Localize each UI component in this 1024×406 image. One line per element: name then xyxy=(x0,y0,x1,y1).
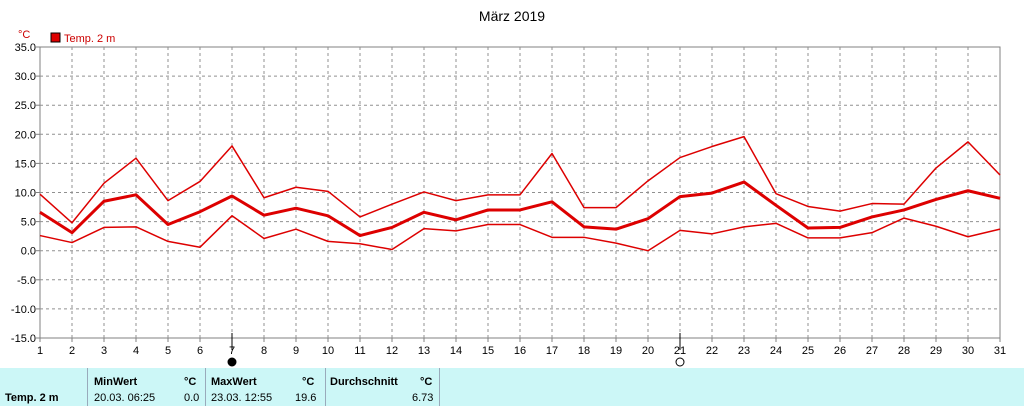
avg-value-cell: Durchschnitt °C 6.73 xyxy=(326,368,440,406)
avg-label: Durchschnitt xyxy=(330,376,398,388)
x-tick-label: 20 xyxy=(642,345,654,357)
x-tick-label: 7 xyxy=(229,345,235,357)
series-group xyxy=(39,135,1001,252)
min-label: MinWert xyxy=(94,376,138,388)
max-value-cell: MaxWert °C 23.03. 12:55 19.6 xyxy=(206,368,326,406)
x-tick-label: 21 xyxy=(674,345,686,357)
series-line-max xyxy=(39,135,1001,224)
temperature-chart: 35.0 30.0 25.0 20.0 15.0 10.0 5.0 0.0 -5.0 -10.0 -… xyxy=(11,8,1006,367)
x-tick-label: 29 xyxy=(930,345,942,357)
max-value: 19.6 xyxy=(295,392,317,404)
y-tick-label: 5.0 xyxy=(21,217,36,229)
stats-row-label-cell: Temp. 2 m xyxy=(0,368,88,406)
x-tick-label: 9 xyxy=(293,345,299,357)
x-tick-label: 11 xyxy=(354,345,365,357)
avg-unit: °C xyxy=(420,376,433,388)
x-tick-label: 4 xyxy=(133,345,139,357)
min-value: 0.0 xyxy=(184,392,200,404)
avg-value: 6.73 xyxy=(412,392,434,404)
y-tick-label: 0.0 xyxy=(21,246,36,258)
y-tick-label: -15.0 xyxy=(11,333,36,345)
max-datetime: 23.03. 12:55 xyxy=(211,392,273,404)
stats-row-label: Temp. 2 m xyxy=(5,392,59,404)
new-moon-icon xyxy=(227,357,237,367)
x-tick-label: 23 xyxy=(738,345,750,357)
min-value-cell: MinWert °C 20.03. 06:25 0.0 xyxy=(88,368,206,406)
chart-title: März 2019 xyxy=(479,8,545,24)
x-tick-label: 3 xyxy=(101,345,107,357)
x-tick-label: 8 xyxy=(261,345,267,357)
x-tick-label: 14 xyxy=(450,345,462,357)
x-tick-label: 27 xyxy=(866,345,878,357)
statistics-bar: Temp. 2 m MinWert °C 20.03. 06:25 0.0 Ma… xyxy=(0,368,1024,406)
legend-swatch xyxy=(50,32,61,43)
x-tick-label: 17 xyxy=(546,345,558,357)
y-tick-labels: 35.0 30.0 25.0 20.0 15.0 10.0 5.0 0.0 -5.0 -10.0 -… xyxy=(11,42,40,345)
max-label: MaxWert xyxy=(211,376,257,388)
grid xyxy=(40,47,1000,338)
x-tick-label: 15 xyxy=(482,345,494,357)
moon-markers xyxy=(227,333,685,367)
x-tick-labels: 1 2 3 4 5 6 7 8 9 10 11 12 13 14 15 16 17 18 19 20 21 22 23 24 2… xyxy=(37,338,1006,357)
y-tick-label: -5.0 xyxy=(17,275,36,287)
x-tick-label: 24 xyxy=(770,345,782,357)
x-tick-label: 1 xyxy=(37,345,43,357)
y-tick-label: -10.0 xyxy=(11,304,36,316)
min-datetime: 20.03. 06:25 xyxy=(94,392,156,404)
x-tick-label: 12 xyxy=(386,345,398,357)
y-tick-label: 35.0 xyxy=(15,42,36,54)
x-tick-label: 18 xyxy=(578,345,590,357)
legend-label: Temp. 2 m xyxy=(64,33,115,45)
x-tick-label: 25 xyxy=(802,345,814,357)
x-tick-label: 30 xyxy=(962,345,974,357)
y-tick-label: 15.0 xyxy=(15,158,36,170)
x-tick-label: 10 xyxy=(322,345,334,357)
x-tick-label: 19 xyxy=(610,345,622,357)
series-line-mean xyxy=(39,180,1001,238)
x-tick-label: 13 xyxy=(418,345,430,357)
y-tick-label: 10.0 xyxy=(15,188,36,200)
x-tick-label: 31 xyxy=(994,345,1006,357)
y-tick-label: 25.0 xyxy=(15,100,36,112)
x-tick-label: 5 xyxy=(165,345,171,357)
x-tick-label: 16 xyxy=(514,345,526,357)
y-axis-unit: °C xyxy=(18,29,30,41)
y-tick-label: 30.0 xyxy=(15,71,36,83)
x-tick-label: 6 xyxy=(197,345,203,357)
x-tick-label: 26 xyxy=(834,345,846,357)
x-tick-label: 2 xyxy=(69,345,75,357)
full-moon-icon xyxy=(675,357,685,367)
y-tick-label: 20.0 xyxy=(15,129,36,141)
x-tick-label: 28 xyxy=(898,345,910,357)
series-line-min xyxy=(39,215,1001,252)
max-unit: °C xyxy=(302,376,315,388)
min-unit: °C xyxy=(184,376,197,388)
x-tick-label: 22 xyxy=(706,345,718,357)
